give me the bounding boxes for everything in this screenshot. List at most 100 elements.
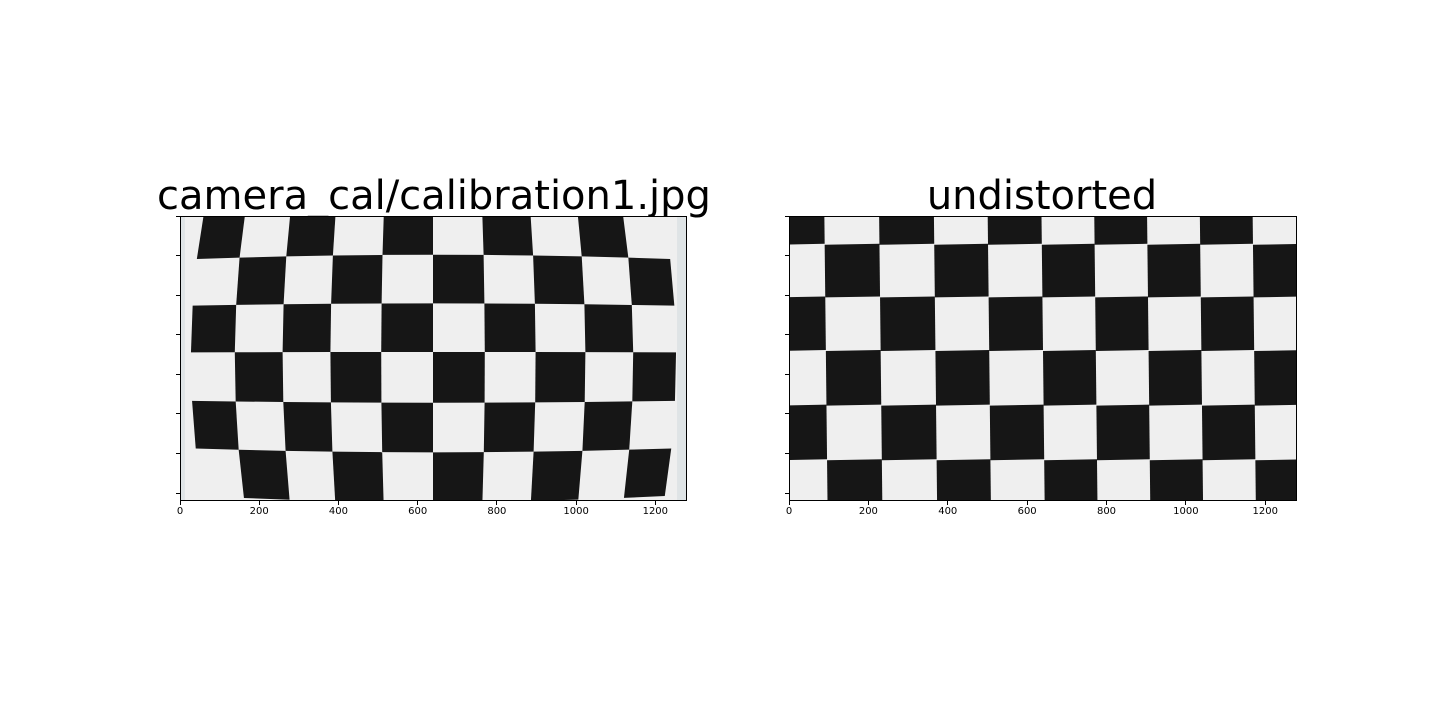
right-image [789,216,1297,501]
y-tick-mark [176,215,180,217]
checker-square [936,459,991,500]
checker-square [331,254,383,304]
x-tick-label: 200 [249,506,269,517]
checker-square [283,401,333,452]
x-tick-label: 1000 [563,506,589,517]
checker-square [628,257,675,306]
checker-square [1041,243,1096,298]
checker-square [827,459,883,500]
checker-square [988,296,1043,352]
checker-square [381,303,434,353]
checker-square [236,256,287,305]
y-tick-mark [176,492,180,494]
checker-square [238,449,290,500]
checker-square [935,350,990,406]
x-tick-label: 1200 [642,506,669,517]
checker-square [286,217,336,257]
x-tick-mark [1185,501,1187,505]
x-tick-label: 1200 [1252,506,1278,517]
checker-square [1148,350,1202,406]
checker-square [880,296,936,352]
checker-square [577,217,629,258]
checker-square [790,217,825,245]
distorted-checkerboard-image [181,217,686,500]
checker-square [790,296,826,351]
left-panel-title: camera_cal/calibration1.jpg [157,173,711,219]
y-tick-mark [785,255,789,257]
y-tick-mark [785,294,789,296]
y-tick-mark [176,255,180,257]
x-tick-label: 400 [938,506,958,517]
checker-square [332,451,384,500]
checker-square [484,303,536,353]
x-tick-mark [496,501,498,505]
left-image [180,216,687,501]
checker-square [433,352,485,403]
x-tick-mark [1264,501,1266,505]
checker-square [1255,459,1296,500]
y-tick-mark [785,413,789,415]
x-tick-label: 0 [176,506,184,517]
checker-square [1200,296,1255,352]
checker-square [192,400,239,450]
x-tick-label: 200 [858,506,878,517]
y-tick-mark [785,453,789,454]
checker-square [825,350,882,406]
checker-square [1201,404,1256,461]
checker-square [190,304,237,353]
x-tick-label: 0 [785,506,793,517]
checker-square [1199,217,1253,245]
checker-square [824,243,881,298]
checker-square [1095,296,1149,352]
checker-square [381,402,434,453]
checker-square [234,352,284,402]
checker-square [196,217,245,260]
x-tick-label: 1000 [1173,506,1199,517]
checker-square [282,303,332,353]
checker-square [482,217,534,256]
checker-square [1252,244,1296,298]
checker-square [433,254,485,304]
x-tick-label: 800 [487,506,507,517]
checker-square [1149,459,1204,500]
y-tick-mark [785,334,789,336]
y-tick-mark [176,453,180,454]
checker-square [1094,217,1148,245]
checker-square [623,448,672,498]
checker-square [483,402,536,453]
checker-square [1044,459,1098,500]
checker-square [382,217,434,255]
y-tick-mark [176,413,180,415]
x-tick-mark [788,501,790,505]
checker-square [934,243,989,298]
y-tick-mark [176,373,180,375]
y-tick-mark [176,294,180,296]
checker-square [330,352,382,403]
checker-square [632,352,677,402]
checker-square [881,404,937,461]
x-tick-mark [867,501,869,505]
checker-square [530,450,583,500]
checker-square [1096,404,1150,461]
checker-square [433,452,484,500]
checker-square [879,217,935,245]
checker-square [1043,350,1097,406]
y-tick-mark [176,334,180,336]
checker-square [989,404,1045,461]
x-tick-mark [654,501,656,505]
x-tick-label: 600 [408,506,428,517]
y-tick-mark [785,373,789,375]
checker-square [533,255,585,305]
y-tick-mark [785,492,789,494]
x-tick-mark [575,501,577,505]
checker-square [790,404,828,460]
checker-square [1147,243,1201,298]
x-tick-mark [417,501,419,505]
x-tick-label: 400 [328,506,348,517]
x-tick-mark [179,501,181,505]
undistorted-checkerboard-image [790,217,1296,500]
x-tick-label: 600 [1017,506,1037,517]
checker-square [582,401,633,451]
x-tick-mark [1106,501,1107,505]
y-tick-mark [785,215,789,217]
